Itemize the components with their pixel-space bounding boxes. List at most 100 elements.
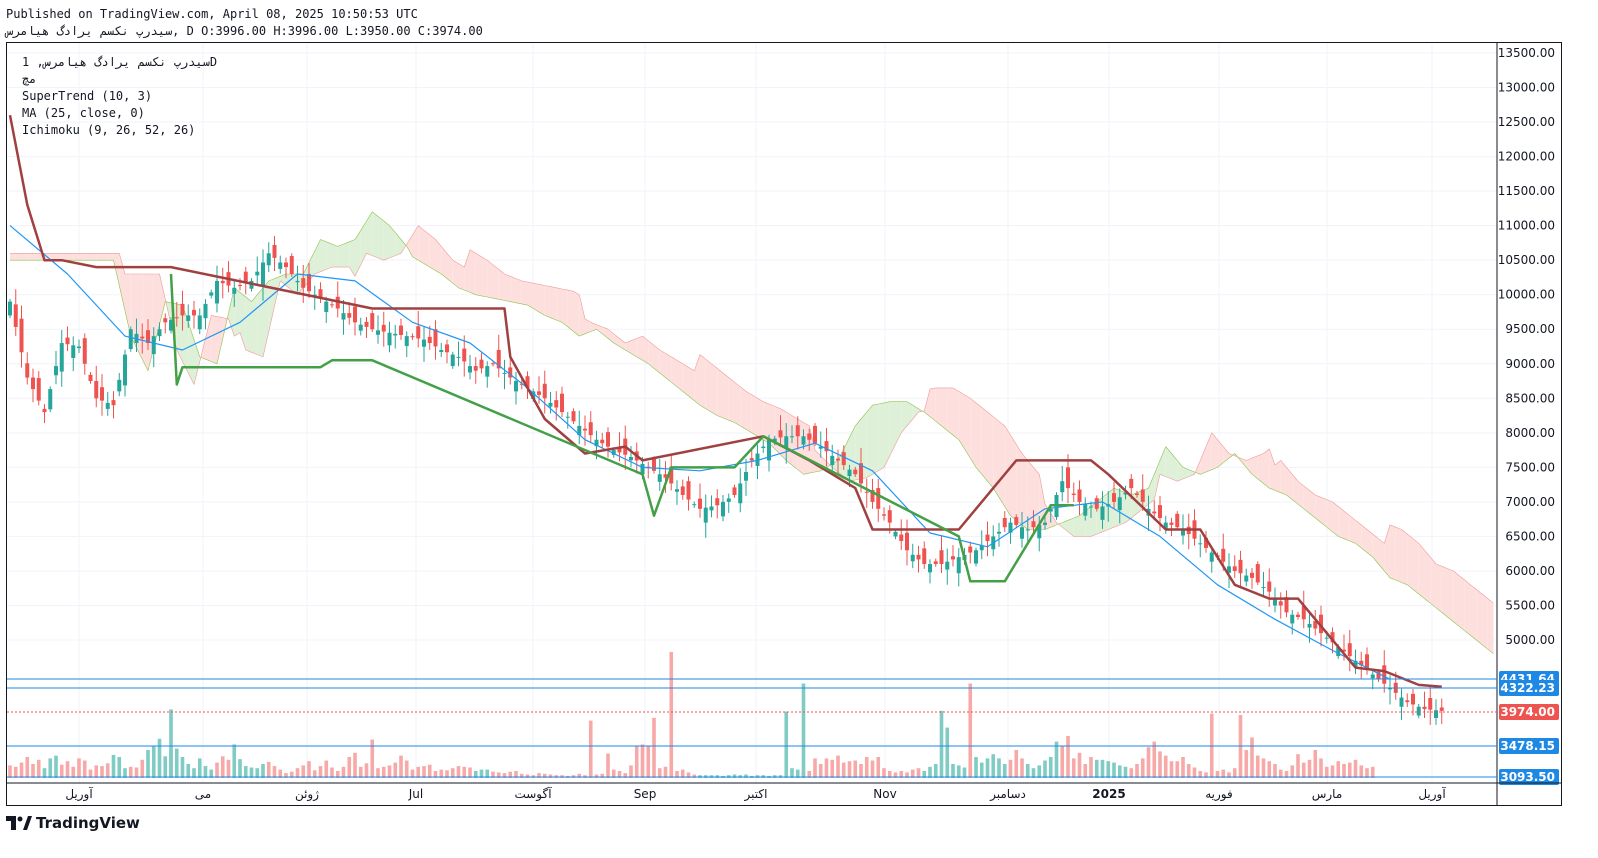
ichimoku-cloud-segment [15,253,22,261]
price-label-badge [1499,769,1559,785]
ichimoku-cloud-segment [711,363,718,416]
chart-frame[interactable]: 13500.00 13000.00 12500.00 12000.00 11500.00… [6,42,1562,806]
volume-bar [146,750,150,778]
ichimoku-cloud-segment [861,412,867,479]
candle-body [1273,598,1277,606]
volume-bar [680,769,685,778]
volume-bar [255,768,260,778]
ichimoku-cloud-segment [763,401,769,444]
volume-bar [1025,764,1030,778]
volume-bar [870,760,875,778]
volume-bar [945,727,950,778]
candle-body [370,313,375,330]
candle-body [358,324,363,331]
ichimoku-cloud-segment [429,234,436,271]
volume-bar [916,768,921,778]
ichimoku-cloud-segment [1476,589,1482,645]
tradingview-logo[interactable]: TradingView [6,814,140,832]
volume-bar [1370,766,1375,778]
ichimoku-cloud-segment [493,264,499,300]
candle-body [928,564,932,573]
ichimoku-cloud-segment [412,225,419,261]
volume-bar [249,767,254,778]
supertrend-down-line [8,114,1442,689]
y-tick-label: 5000.00 [1505,633,1555,647]
ichimoku-cloud-segment [33,253,39,261]
ichimoku-cloud-segment [665,353,672,383]
volume-bar [1273,764,1277,778]
ichimoku-cloud-segment [602,326,608,339]
ichimoku-cloud-segment [383,221,390,261]
volume-bar [864,757,869,778]
ichimoku-cloud-segment [498,269,505,301]
volume-bar [899,771,904,778]
ichimoku-cloud-segment [418,225,424,264]
candle-body [140,336,145,339]
ichimoku-cloud-segment [1470,584,1477,640]
ichimoku-cloud-segment [930,387,936,422]
volume-bar [491,771,495,778]
candle-body [59,343,64,372]
volume-bar [1290,765,1295,778]
candle-body [841,452,846,466]
volume-bar [1336,761,1341,778]
ichimoku-cloud-segment [1424,550,1431,604]
candle-body [945,561,950,570]
ichimoku-cloud-segment [389,225,396,258]
volume-bar [744,774,748,778]
ichimoku-cloud-segment [953,387,959,440]
ichimoku-cloud-segment [1010,435,1017,521]
x-tick-label: Nov [873,787,896,801]
candle-body [31,377,35,390]
ichimoku-cloud-segment [1390,524,1396,581]
candle-body [1319,614,1323,634]
candle-body [473,366,478,371]
candle-body [341,313,346,320]
candle-body [1439,707,1444,711]
candle-body [985,534,990,542]
candle-body [427,336,432,344]
volume-bar [537,773,541,778]
volume-bar [13,766,18,778]
legend-ichimoku[interactable]: Ichimoku (9, 26, 52, 26) [22,123,196,137]
candle-body [663,474,668,478]
candle-body [709,506,714,511]
volume-bar [100,766,104,778]
candle-body [307,273,311,292]
ichimoku-cloud-segment [159,273,166,325]
volume-bar [548,774,553,778]
volume-bar [473,771,478,778]
candle-body [1278,601,1283,606]
volume-bar [657,768,662,778]
candle-body [1359,660,1364,666]
candle-body [105,402,110,409]
candle-body [519,383,524,385]
candle-body [243,271,248,284]
volume-bar [824,758,829,778]
ichimoku-cloud-segment [677,360,683,392]
ichimoku-cloud-segment [1367,529,1373,558]
candle-body [284,262,288,268]
volume-bar [261,764,265,778]
volume-bar [1008,759,1013,778]
ichimoku-cloud-segment [567,290,574,332]
y-tick-label: 13000.00 [1498,81,1555,95]
ichimoku-cloud-segment [136,273,143,360]
legend-ma[interactable]: MA (25, close, 0) [22,106,145,120]
candle-body [542,383,547,399]
candle-body [1117,497,1122,511]
volume-bar [1267,761,1272,778]
volume-bar [220,756,225,778]
volume-bar [301,765,306,778]
candle-body [111,400,116,406]
legend-supertrend[interactable]: SuperTrend (10, 3) [22,89,153,103]
volume-bar [399,755,403,778]
ichimoku-cloud-segment [1361,524,1367,553]
candle-body [657,474,662,482]
price-chart[interactable]: 13500.00 13000.00 12500.00 12000.00 11500.00… [7,43,1561,805]
volume-bar [433,771,438,778]
candle-body [675,489,679,492]
volume-bar [324,760,329,778]
candle-body [1025,529,1030,531]
ichimoku-cloud-segment [1280,460,1287,495]
